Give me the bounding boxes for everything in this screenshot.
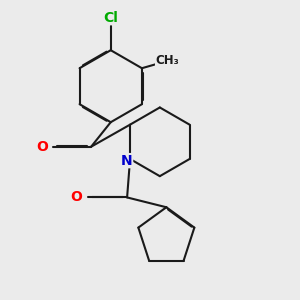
Text: O: O (70, 190, 82, 204)
Text: O: O (36, 140, 48, 154)
Text: Cl: Cl (103, 11, 118, 25)
Text: CH₃: CH₃ (156, 53, 179, 67)
Text: N: N (121, 154, 133, 168)
